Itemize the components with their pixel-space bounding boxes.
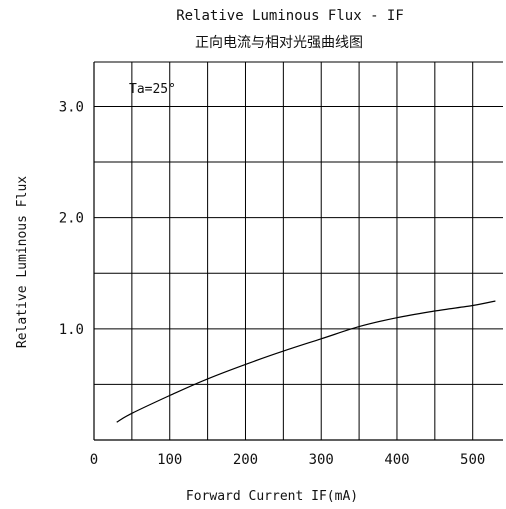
x-axis-label: Forward Current IF(mA) <box>186 489 358 504</box>
x-tick-label: 0 <box>90 452 98 468</box>
series-line-0 <box>116 300 496 423</box>
x-tick-label: 400 <box>384 452 409 468</box>
x-tick-label: 200 <box>233 452 258 468</box>
plot-frame <box>93 61 503 441</box>
y-tick-label: 2.0 <box>59 211 84 227</box>
y-tick-label: 1.0 <box>59 322 84 338</box>
y-tick-labels: 1.0 2.0 3.0 <box>59 99 84 337</box>
x-tick-label: 500 <box>460 452 485 468</box>
x-tick-label: 300 <box>309 452 334 468</box>
chart-subtitle: 正向电流与相对光强曲线图 <box>195 35 363 51</box>
x-tick-label: 100 <box>157 452 182 468</box>
series-layer <box>116 300 496 423</box>
grid <box>94 62 503 440</box>
x-tick-labels: 0 100 200 300 400 500 <box>90 452 486 468</box>
chart-title: Relative Luminous Flux - IF <box>176 8 404 24</box>
y-axis-label: Relative Luminous Flux <box>15 176 30 348</box>
y-tick-label: 3.0 <box>59 99 84 115</box>
annotation-temperature: Ta=25° <box>129 82 176 97</box>
